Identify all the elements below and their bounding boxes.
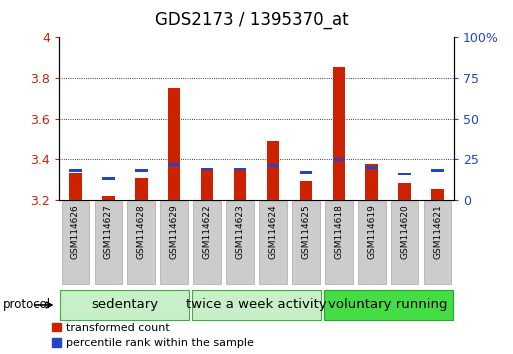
Text: GSM114628: GSM114628	[137, 204, 146, 259]
Text: protocol: protocol	[3, 298, 51, 312]
FancyBboxPatch shape	[193, 201, 221, 284]
Bar	[135, 169, 148, 172]
FancyBboxPatch shape	[127, 201, 155, 284]
Bar	[234, 168, 246, 171]
FancyBboxPatch shape	[61, 290, 189, 320]
FancyBboxPatch shape	[325, 201, 352, 284]
Bar	[69, 169, 82, 172]
FancyBboxPatch shape	[62, 201, 89, 284]
Bar	[399, 183, 411, 200]
FancyBboxPatch shape	[358, 201, 386, 284]
FancyBboxPatch shape	[259, 201, 287, 284]
FancyBboxPatch shape	[292, 201, 320, 284]
Bar	[399, 172, 411, 175]
Text: GSM114621: GSM114621	[433, 204, 442, 259]
Bar	[431, 169, 444, 172]
FancyBboxPatch shape	[192, 290, 321, 320]
Bar	[332, 67, 345, 200]
Text: sedentary: sedentary	[91, 298, 159, 311]
Bar	[201, 171, 213, 200]
Bar	[135, 178, 148, 200]
FancyBboxPatch shape	[424, 201, 451, 284]
FancyBboxPatch shape	[324, 290, 452, 320]
Text: GSM114624: GSM114624	[268, 204, 278, 259]
Text: GSM114623: GSM114623	[235, 204, 245, 259]
FancyBboxPatch shape	[391, 201, 419, 284]
Bar	[365, 166, 378, 169]
Text: twice a week activity: twice a week activity	[186, 298, 327, 311]
Legend: transformed count, percentile rank within the sample: transformed count, percentile rank withi…	[52, 322, 254, 348]
Text: GSM114626: GSM114626	[71, 204, 80, 259]
Bar	[234, 170, 246, 200]
FancyBboxPatch shape	[226, 201, 254, 284]
Bar	[300, 171, 312, 174]
Text: GSM114622: GSM114622	[203, 204, 212, 259]
Bar	[69, 172, 82, 200]
Bar	[102, 196, 114, 200]
Bar	[102, 177, 114, 180]
Bar	[300, 181, 312, 200]
Bar	[365, 164, 378, 200]
Bar	[168, 163, 181, 166]
Bar	[267, 141, 279, 200]
FancyBboxPatch shape	[94, 201, 122, 284]
Bar	[431, 189, 444, 200]
Text: GSM114627: GSM114627	[104, 204, 113, 259]
Text: GDS2173 / 1395370_at: GDS2173 / 1395370_at	[154, 11, 348, 29]
Text: GSM114625: GSM114625	[301, 204, 310, 259]
FancyBboxPatch shape	[161, 201, 188, 284]
Bar	[267, 164, 279, 167]
Text: GSM114618: GSM114618	[334, 204, 343, 259]
Text: voluntary running: voluntary running	[328, 298, 448, 311]
Bar	[332, 158, 345, 161]
Bar	[201, 168, 213, 171]
Text: GSM114620: GSM114620	[400, 204, 409, 259]
Text: GSM114619: GSM114619	[367, 204, 376, 259]
Bar	[168, 88, 181, 200]
Text: GSM114629: GSM114629	[170, 204, 179, 259]
